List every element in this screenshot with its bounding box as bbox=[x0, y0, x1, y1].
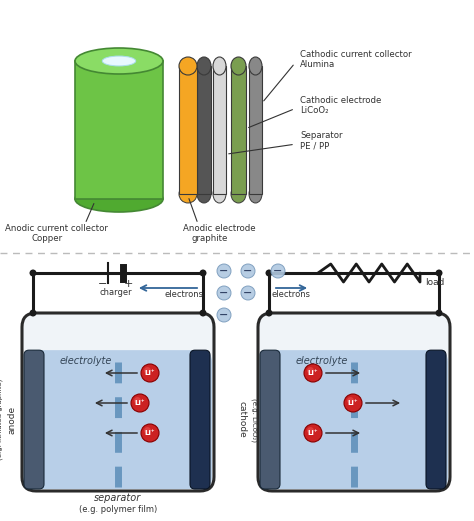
Ellipse shape bbox=[102, 56, 136, 66]
Text: Separator: Separator bbox=[300, 131, 343, 140]
Text: −: − bbox=[243, 288, 253, 297]
Ellipse shape bbox=[75, 48, 163, 74]
FancyBboxPatch shape bbox=[260, 350, 280, 489]
Text: −: − bbox=[219, 288, 228, 297]
Circle shape bbox=[144, 427, 151, 434]
Circle shape bbox=[144, 367, 151, 374]
Circle shape bbox=[141, 364, 159, 382]
Circle shape bbox=[307, 367, 314, 374]
FancyBboxPatch shape bbox=[24, 350, 44, 489]
Text: −: − bbox=[243, 266, 253, 276]
Ellipse shape bbox=[179, 57, 197, 75]
Text: Alumina: Alumina bbox=[300, 60, 335, 69]
Text: Cathodic current collector: Cathodic current collector bbox=[300, 50, 411, 59]
Bar bbox=[75, 61, 163, 199]
Ellipse shape bbox=[213, 185, 226, 203]
Circle shape bbox=[271, 264, 285, 278]
Circle shape bbox=[344, 394, 362, 412]
Ellipse shape bbox=[231, 185, 246, 203]
FancyBboxPatch shape bbox=[260, 350, 448, 489]
Text: Anodic current collector: Anodic current collector bbox=[5, 224, 108, 233]
Circle shape bbox=[200, 309, 207, 316]
Circle shape bbox=[304, 424, 322, 442]
Circle shape bbox=[265, 269, 273, 277]
Text: Li⁺: Li⁺ bbox=[308, 430, 319, 436]
Circle shape bbox=[134, 397, 141, 404]
Circle shape bbox=[217, 308, 231, 322]
Text: graphite: graphite bbox=[192, 234, 228, 243]
Text: cathode: cathode bbox=[237, 401, 246, 438]
Text: −: − bbox=[219, 309, 228, 319]
Circle shape bbox=[265, 309, 273, 316]
Text: −: − bbox=[98, 279, 108, 289]
Text: (e.g. polymer film): (e.g. polymer film) bbox=[79, 505, 157, 514]
Circle shape bbox=[436, 309, 443, 316]
Circle shape bbox=[347, 397, 354, 404]
Text: Li⁺: Li⁺ bbox=[145, 430, 155, 436]
Circle shape bbox=[131, 394, 149, 412]
Text: Li⁺: Li⁺ bbox=[135, 400, 146, 406]
Text: electrolyte: electrolyte bbox=[296, 356, 348, 366]
Text: load: load bbox=[425, 278, 444, 287]
Text: electrolyte: electrolyte bbox=[60, 356, 112, 366]
Ellipse shape bbox=[197, 185, 211, 203]
Bar bbox=[179, 66, 197, 194]
Text: Li⁺: Li⁺ bbox=[308, 370, 319, 376]
Bar bbox=[249, 66, 262, 194]
Ellipse shape bbox=[213, 57, 226, 75]
Text: Li⁺: Li⁺ bbox=[145, 370, 155, 376]
Text: −: − bbox=[219, 266, 228, 276]
Text: anode: anode bbox=[8, 406, 17, 434]
Text: Anodic electrode: Anodic electrode bbox=[183, 224, 255, 233]
Text: Li⁺: Li⁺ bbox=[348, 400, 358, 406]
Circle shape bbox=[436, 269, 443, 277]
Circle shape bbox=[217, 264, 231, 278]
Ellipse shape bbox=[249, 57, 262, 75]
FancyBboxPatch shape bbox=[190, 350, 210, 489]
Text: charger: charger bbox=[100, 288, 132, 297]
Text: −: − bbox=[273, 266, 283, 276]
Bar bbox=[231, 66, 246, 194]
Ellipse shape bbox=[249, 185, 262, 203]
Text: Cathodic electrode: Cathodic electrode bbox=[300, 95, 382, 105]
Ellipse shape bbox=[231, 57, 246, 75]
Circle shape bbox=[29, 309, 36, 316]
Bar bbox=[197, 66, 211, 194]
Text: (e.g. lithiated graphite): (e.g. lithiated graphite) bbox=[0, 379, 3, 461]
Text: (e.g. LiCoO₂): (e.g. LiCoO₂) bbox=[251, 398, 257, 442]
FancyBboxPatch shape bbox=[258, 313, 450, 491]
Ellipse shape bbox=[197, 57, 211, 75]
FancyBboxPatch shape bbox=[24, 350, 212, 489]
Ellipse shape bbox=[179, 185, 197, 203]
Circle shape bbox=[217, 286, 231, 300]
Circle shape bbox=[241, 286, 255, 300]
FancyBboxPatch shape bbox=[426, 350, 446, 489]
Circle shape bbox=[307, 427, 314, 434]
Text: separator: separator bbox=[94, 493, 142, 503]
Text: +: + bbox=[123, 279, 133, 289]
Circle shape bbox=[304, 364, 322, 382]
Text: Copper: Copper bbox=[32, 234, 63, 243]
Circle shape bbox=[141, 424, 159, 442]
Ellipse shape bbox=[75, 186, 163, 212]
Circle shape bbox=[29, 269, 36, 277]
FancyBboxPatch shape bbox=[22, 313, 214, 491]
Text: PE / PP: PE / PP bbox=[300, 141, 329, 150]
Circle shape bbox=[200, 269, 207, 277]
Circle shape bbox=[241, 264, 255, 278]
Bar bbox=[213, 66, 226, 194]
Text: electrons: electrons bbox=[272, 290, 311, 299]
Text: LiCoO₂: LiCoO₂ bbox=[300, 106, 328, 115]
Text: electrons: electrons bbox=[165, 290, 204, 299]
